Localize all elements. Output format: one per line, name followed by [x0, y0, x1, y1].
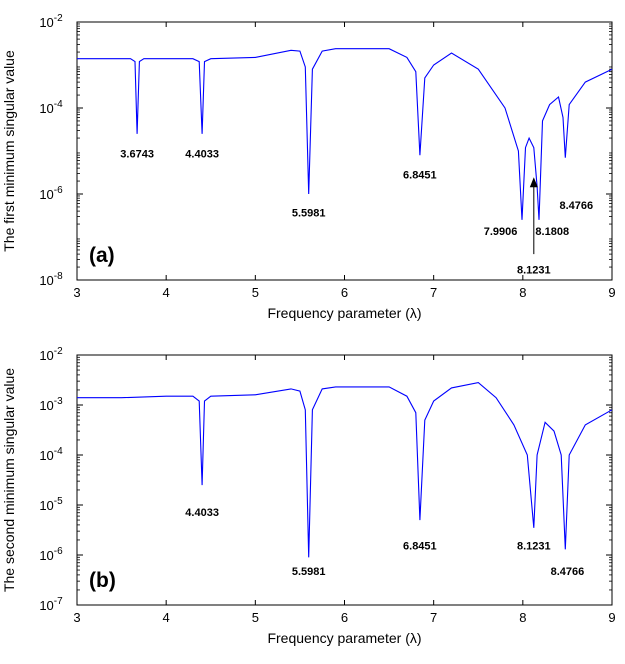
- annotation-label: 4.4033: [185, 507, 219, 519]
- y-tick-label: 10-8: [39, 271, 63, 288]
- x-tick-label: 6: [341, 285, 348, 300]
- x-tick-label: 8: [519, 610, 526, 625]
- annotation-label: 8.1808: [535, 226, 569, 238]
- x-tick-label: 3: [73, 610, 80, 625]
- annotation-label: 8.4766: [560, 200, 594, 212]
- annotation-label: 6.8451: [403, 540, 437, 552]
- x-axis-label: Frequency parameter (λ): [267, 305, 421, 321]
- series-line: [77, 382, 613, 558]
- y-tick-label: 10-6: [39, 185, 63, 202]
- panel-label: (a): [89, 244, 115, 267]
- chart-panel-b: 3 4 5 6 7 8 9 10-7 10-6 10-5 10-4 10-3 10-2 4.4033 5.5…: [1, 346, 616, 646]
- plot-frame: [76, 354, 613, 606]
- x-tick-label: 9: [608, 285, 615, 300]
- y-axis-label: The second minimum singular value: [1, 368, 17, 592]
- y-tick-label: 10-5: [39, 496, 63, 513]
- x-tick-label: 5: [252, 610, 259, 625]
- x-tick-label: 5: [252, 285, 259, 300]
- x-tick-label: 7: [430, 285, 437, 300]
- x-tick-label: 4: [163, 610, 170, 625]
- y-tick-label: 10-4: [39, 99, 63, 116]
- x-tick-label: 4: [163, 285, 170, 300]
- x-tick-label: 3: [73, 285, 80, 300]
- y-tick-label: 10-6: [39, 546, 63, 563]
- annotation-label: 7.9906: [484, 226, 518, 238]
- y-tick-label: 10-3: [39, 396, 63, 413]
- x-tick-label: 8: [519, 285, 526, 300]
- annotation-label: 5.5981: [292, 207, 326, 219]
- annotation-label: 8.1231: [517, 540, 551, 552]
- x-tick-label: 6: [341, 610, 348, 625]
- annotation-label: 8.1231: [517, 265, 551, 277]
- y-tick-label: 10-7: [39, 596, 63, 613]
- y-axis-label: The first minimum singular value: [1, 50, 17, 252]
- series-line: [77, 48, 613, 220]
- y-tick-label: 10-2: [39, 13, 63, 30]
- plot-frame: [76, 21, 613, 281]
- x-axis-label: Frequency parameter (λ): [267, 630, 421, 646]
- annotation-label: 5.5981: [292, 566, 326, 578]
- y-tick-label: 10-2: [39, 346, 63, 363]
- annotation-label: 3.6743: [120, 149, 154, 161]
- panel-label: (b): [89, 569, 116, 592]
- annotation-arrow-head: [529, 177, 538, 188]
- y-tick-label: 10-4: [39, 446, 63, 463]
- x-tick-label: 7: [430, 610, 437, 625]
- annotation-label: 4.4033: [185, 149, 219, 161]
- chart-panel-a: 3 4 5 6 7 8 9 10-8 10-6 10-4 10-2 3.6743 4.4033 5.598…: [1, 13, 616, 321]
- annotation-label: 8.4766: [551, 566, 585, 578]
- annotation-label: 6.8451: [403, 169, 437, 181]
- x-tick-label: 9: [608, 610, 615, 625]
